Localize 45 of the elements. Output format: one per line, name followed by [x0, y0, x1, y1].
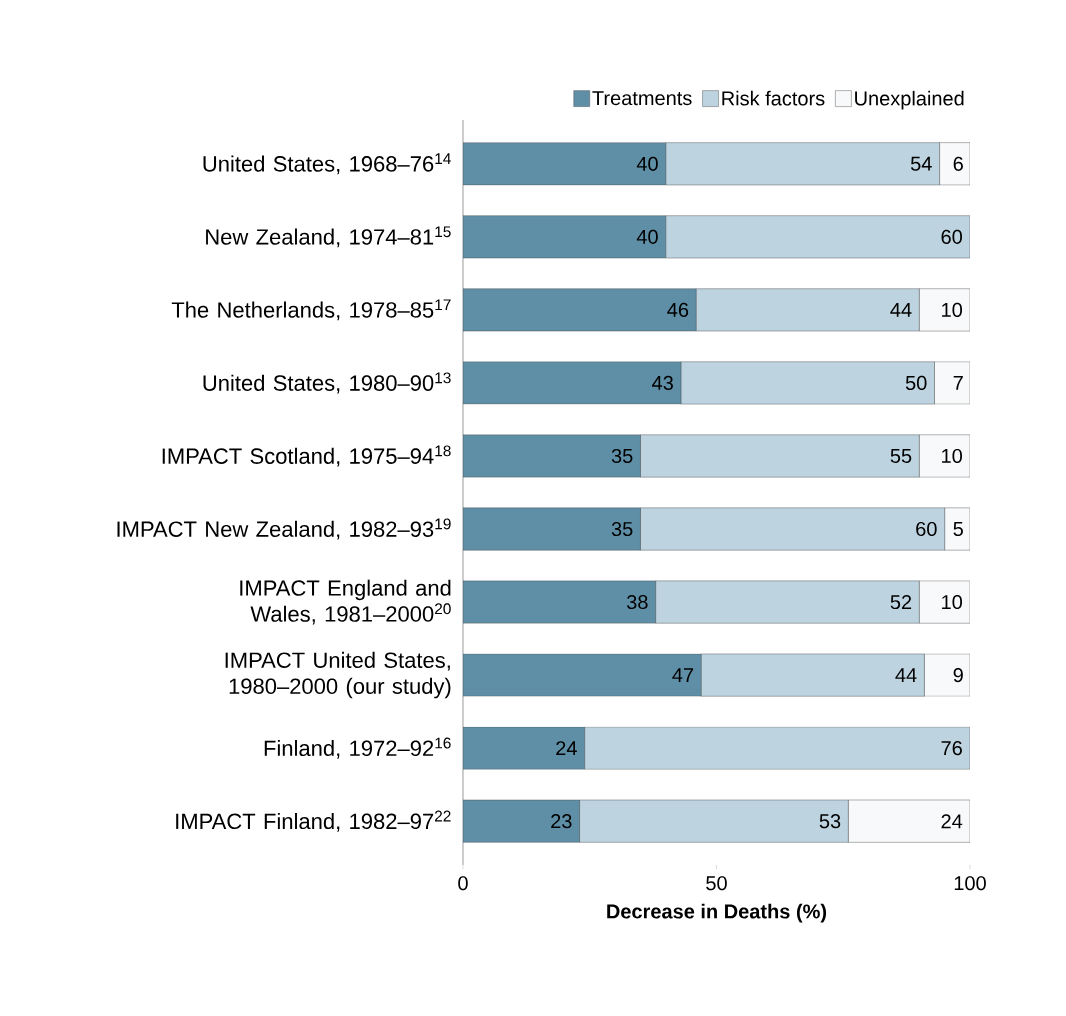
x-tick-label: 100	[954, 876, 986, 891]
data-label: 43	[652, 375, 673, 390]
data-label: 24	[556, 741, 577, 756]
data-label: 5	[953, 522, 963, 536]
y-tick-label: New Zealand, 1974–81$^{15}$	[206, 226, 451, 248]
data-label: 35	[611, 448, 633, 464]
data-label: 35	[611, 521, 633, 537]
data-label: 50	[905, 375, 927, 390]
data-label: 44	[895, 668, 917, 682]
data-label: 55	[890, 448, 912, 463]
data-label: 52	[890, 594, 912, 610]
legend-label: Risk factors	[722, 90, 825, 106]
data-label: 53	[819, 814, 841, 829]
x-tick-label: 50	[706, 876, 727, 891]
y-tick-label: IMPACT United States, 1980–2000 (our study)	[225, 651, 451, 699]
data-label: 54	[910, 156, 932, 171]
data-label: 60	[916, 521, 937, 537]
data-label: 10	[942, 302, 963, 317]
legend-label: Treatments	[592, 91, 692, 106]
data-label: 7	[953, 376, 963, 390]
y-tick-label: Finland, 1972–92$^{16}$	[264, 737, 451, 759]
data-label: 23	[551, 814, 572, 829]
data-label: 38	[626, 594, 648, 610]
x-tick-label: 0	[458, 876, 468, 891]
data-label: 46	[667, 302, 689, 317]
data-label: 44	[890, 303, 912, 317]
y-tick-label: IMPACT England and Wales, 1981–2000$^{20}$	[240, 579, 451, 625]
y-tick-label: IMPACT Scotland, 1975–94$^{18}$	[162, 445, 451, 467]
x-axis-title: Decrease in Deaths (%)	[607, 903, 827, 923]
data-label: 10	[942, 594, 963, 610]
data-label: 40	[636, 156, 658, 171]
data-label: 40	[636, 229, 658, 244]
y-tick-label: United States, 1980–90$^{13}$	[203, 372, 451, 394]
data-label: 6	[953, 156, 963, 171]
data-label: 24	[941, 814, 963, 829]
y-tick-label: IMPACT New Zealand, 1982–93$^{19}$	[117, 518, 451, 540]
y-tick-label: The Netherlands, 1978–85$^{17}$	[171, 299, 451, 321]
y-tick-label: IMPACT Finland, 1982–97$^{22}$	[176, 810, 451, 832]
data-label: 47	[672, 668, 694, 682]
y-tick-label: United States, 1968–76$^{14}$	[203, 153, 451, 175]
data-label: 9	[953, 668, 963, 683]
data-label: 60	[941, 229, 963, 244]
data-label: 76	[941, 741, 962, 756]
legend-label: Unexplained	[855, 90, 964, 110]
data-label: 10	[942, 448, 963, 464]
